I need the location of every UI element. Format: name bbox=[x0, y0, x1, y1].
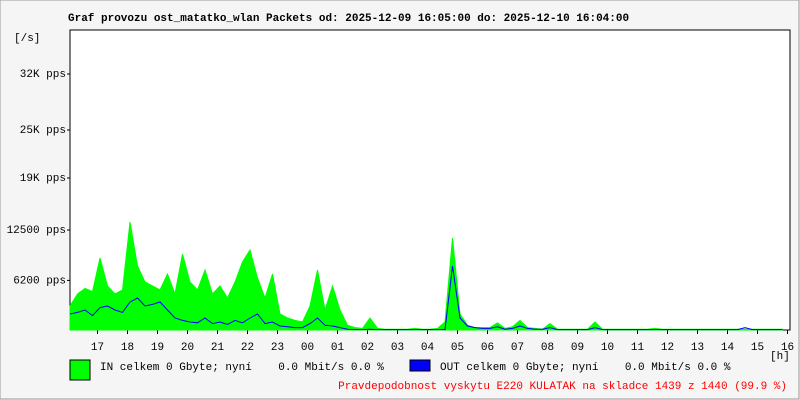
x-tick-label: 00 bbox=[301, 342, 314, 354]
legend-swatch bbox=[69, 359, 91, 381]
series-line bbox=[69, 265, 783, 331]
chart-title: Graf provozu ost_matatko_wlan Packets od… bbox=[68, 13, 629, 25]
x-tick-label: 12 bbox=[661, 342, 674, 354]
x-tick-label: 21 bbox=[211, 342, 225, 354]
x-tick-label: 11 bbox=[631, 342, 645, 354]
x-tick-label: 14 bbox=[721, 342, 735, 354]
x-tick-label: 04 bbox=[421, 342, 435, 354]
x-tick-label: 10 bbox=[601, 342, 614, 354]
x-tick-label: 20 bbox=[181, 342, 194, 354]
x-tick-label: 03 bbox=[391, 342, 404, 354]
x-tick-label: 07 bbox=[511, 342, 524, 354]
x-tick-label: 13 bbox=[691, 342, 704, 354]
x-tick-label: 17 bbox=[91, 342, 104, 354]
x-tick-label: 22 bbox=[241, 342, 254, 354]
y-tick-label: 25K pps bbox=[20, 125, 66, 137]
x-tick-label: 16 bbox=[781, 342, 794, 354]
y-tick-label: 32K pps bbox=[20, 69, 66, 81]
x-tick-label: 05 bbox=[451, 342, 464, 354]
x-axis-label: [h] bbox=[770, 351, 790, 363]
y-tick-label: 6200 pps bbox=[13, 275, 66, 287]
x-tick-label: 02 bbox=[361, 342, 374, 354]
x-tick-label: 19 bbox=[151, 342, 164, 354]
plot-area bbox=[69, 29, 791, 331]
y-tick-label: 12500 pps bbox=[7, 225, 66, 237]
legend-label: IN celkem 0 Gbyte; nyní 0.0 Mbit/s 0.0 % bbox=[100, 362, 384, 374]
x-tick-label: 06 bbox=[481, 342, 494, 354]
x-tick-label: 09 bbox=[571, 342, 584, 354]
footer: Pravdepodobnost vyskytu E220 KULATAK na … bbox=[338, 381, 787, 393]
y-tick-label: 19K pps bbox=[20, 173, 66, 185]
x-tick-label: 18 bbox=[121, 342, 134, 354]
x-tick-label: 08 bbox=[541, 342, 554, 354]
x-tick-label: 23 bbox=[271, 342, 284, 354]
legend-swatch bbox=[409, 359, 431, 372]
x-tick-label: 15 bbox=[751, 342, 764, 354]
y-axis-label: [/s] bbox=[14, 33, 40, 45]
x-tick-label: 01 bbox=[331, 342, 345, 354]
legend-label: OUT celkem 0 Gbyte; nyní 0.0 Mbit/s 0.0 … bbox=[440, 362, 731, 374]
